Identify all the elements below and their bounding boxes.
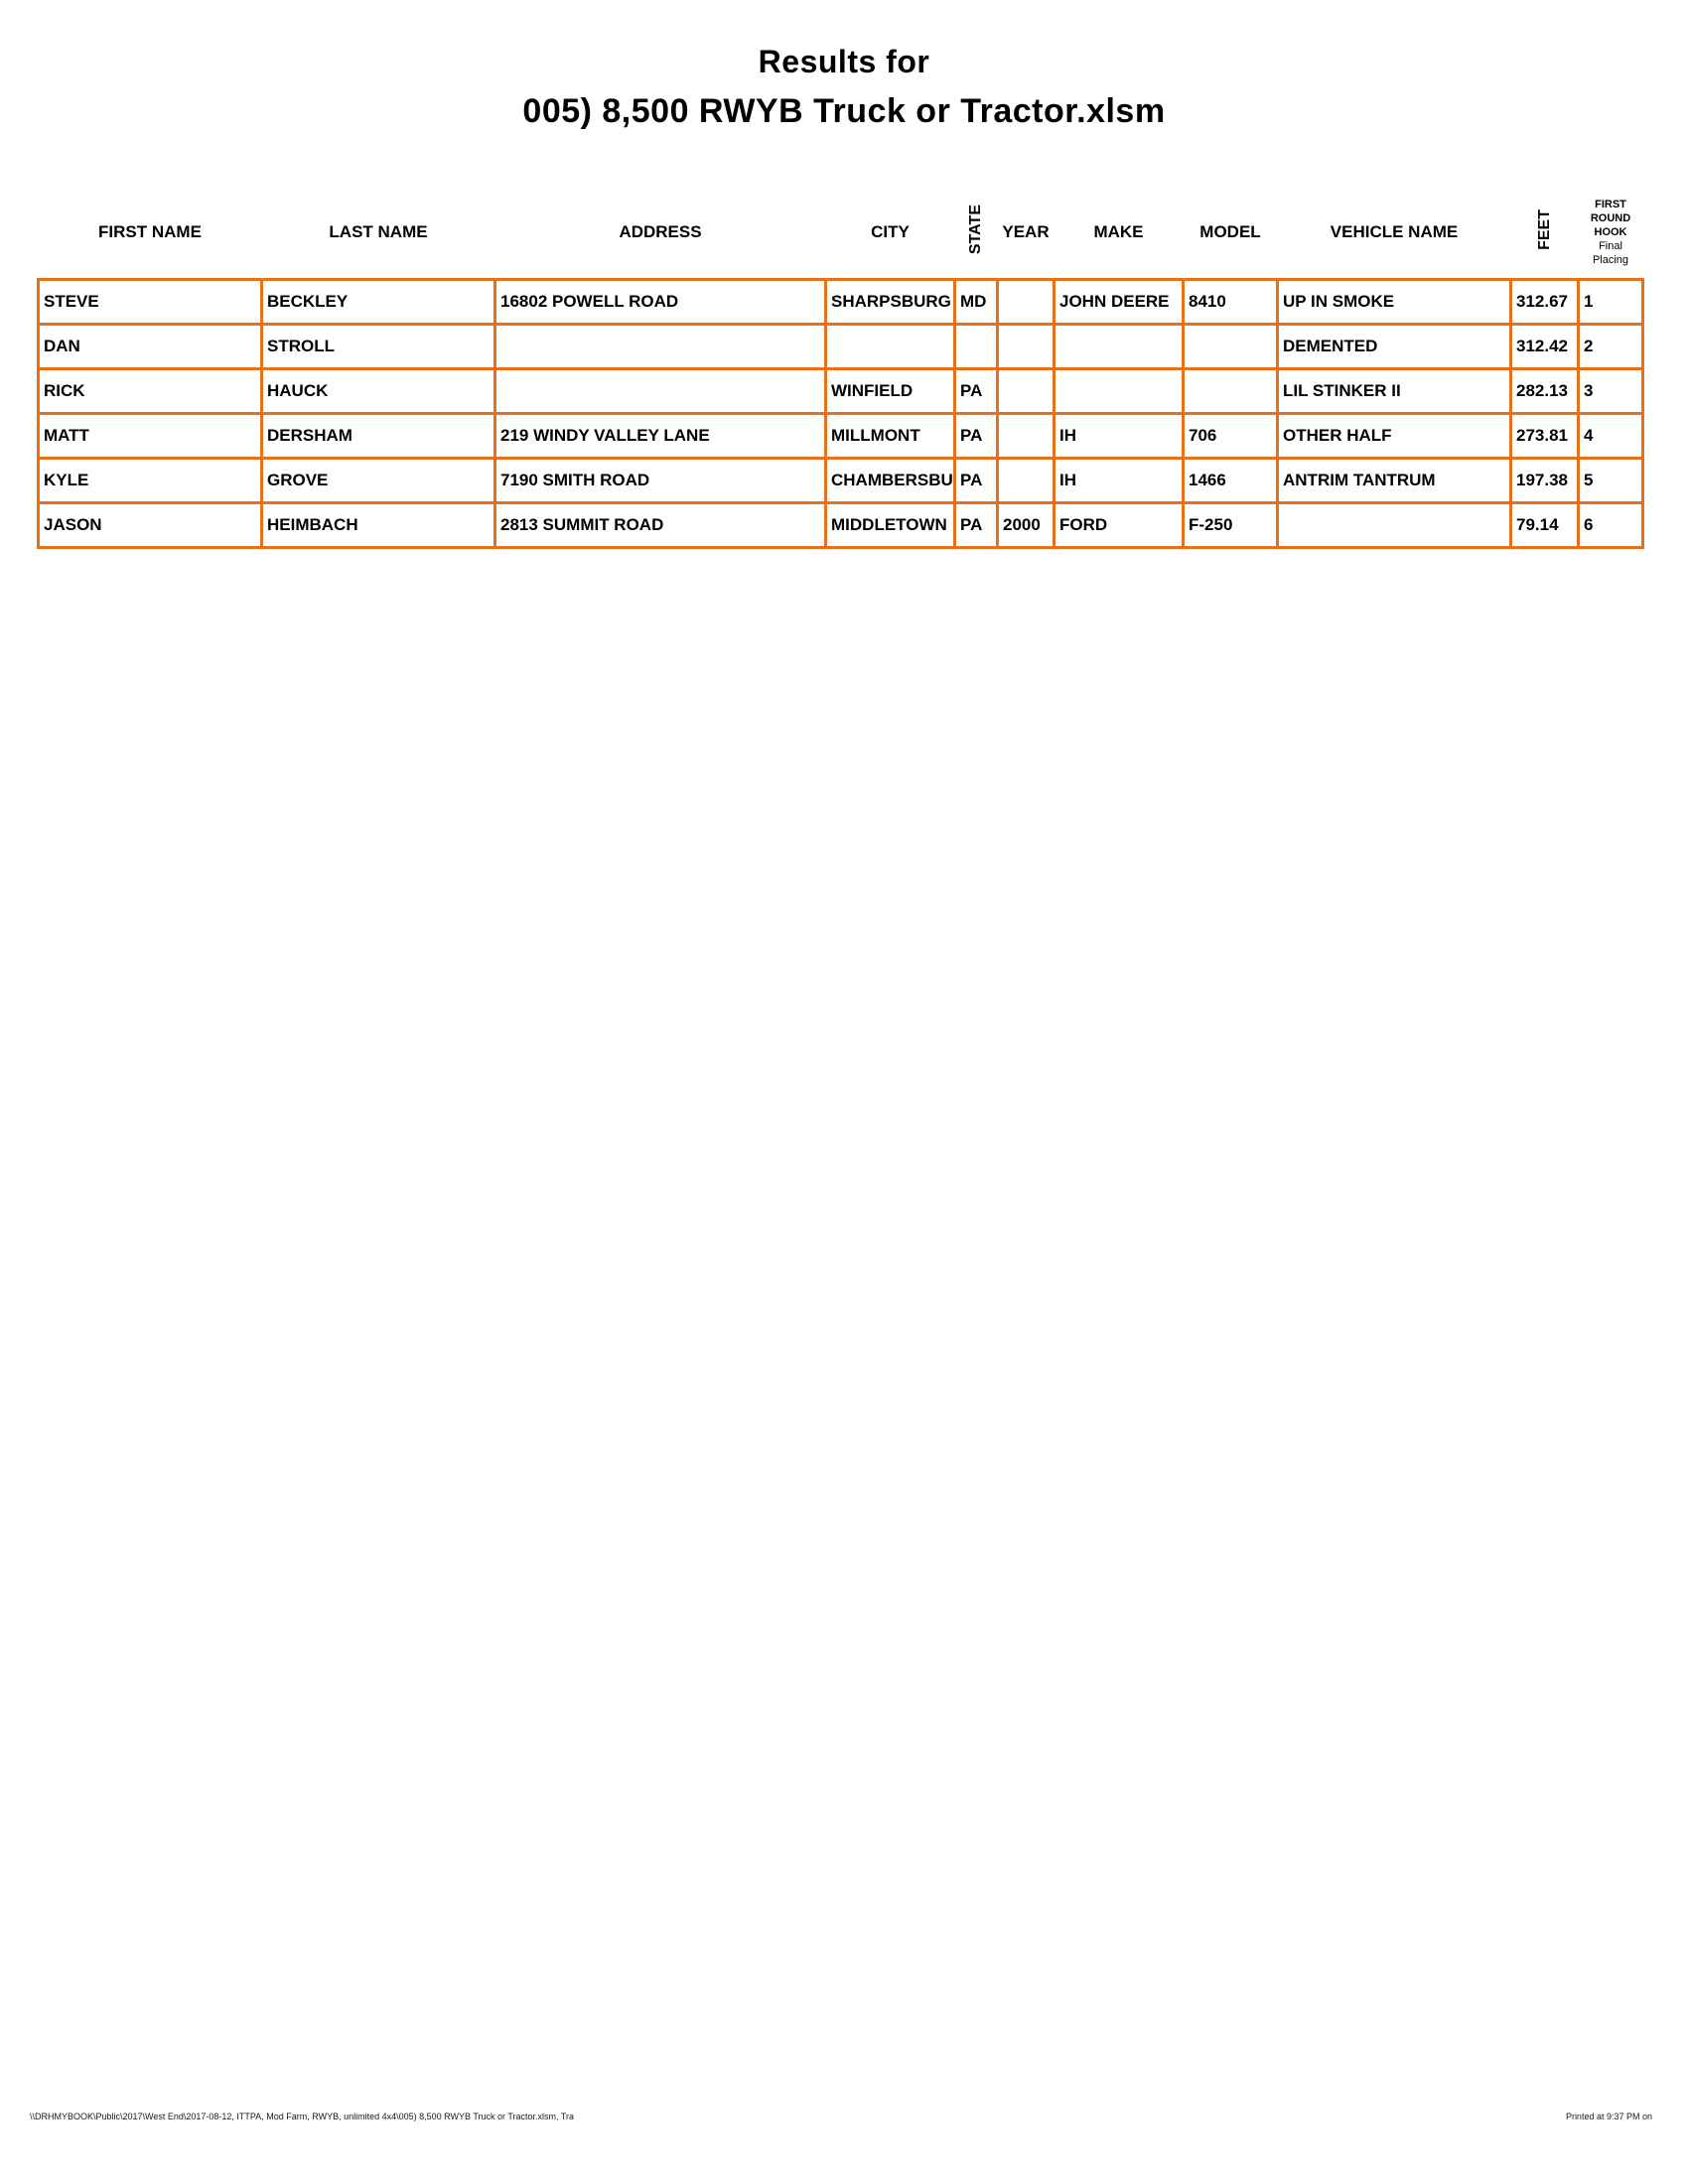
cell-first-name: MATT [37,412,263,460]
col-header-feet: FEET [1511,187,1579,280]
placing-header-line: Final [1599,240,1622,252]
col-header-year: YEAR [1002,222,1050,241]
cell-state: PA [953,457,999,504]
cell-model [1182,323,1279,370]
cell-state: PA [953,501,999,549]
col-header-last-name: LAST NAME [329,222,428,241]
cell-vehicle-name: LIL STINKER II [1276,367,1512,415]
cell-address [493,323,827,370]
cell-city: MIDDLETOWN [824,501,956,549]
placing-header-line: HOOK [1594,226,1627,238]
table-row: RICK HAUCK WINFIELD PA LIL STINKER II 28… [37,367,1644,415]
cell-first-name: RICK [37,367,263,415]
cell-year [996,457,1055,504]
cell-vehicle-name [1276,501,1512,549]
cell-last-name: HEIMBACH [260,501,496,549]
cell-feet: 273.81 [1509,412,1580,460]
cell-last-name: DERSHAM [260,412,496,460]
cell-make: IH [1053,412,1185,460]
cell-model: 8410 [1182,278,1279,326]
cell-year [996,412,1055,460]
cell-last-name: GROVE [260,457,496,504]
table-row: DAN STROLL DEMENTED 312.42 2 [37,323,1644,370]
cell-last-name: HAUCK [260,367,496,415]
cell-make: JOHN DEERE [1053,278,1185,326]
cell-model: 706 [1182,412,1279,460]
cell-feet: 79.14 [1509,501,1580,549]
cell-year [996,367,1055,415]
cell-state: PA [953,412,999,460]
cell-city [824,323,956,370]
cell-model: 1466 [1182,457,1279,504]
table-row: STEVE BECKLEY 16802 POWELL ROAD SHARPSBU… [37,278,1644,326]
cell-state: MD [953,278,999,326]
placing-header-line: Placing [1592,254,1629,266]
header-row: FIRST NAME LAST NAME ADDRESS CITY STATE … [39,187,1643,280]
cell-city: WINFIELD [824,367,956,415]
cell-feet: 282.13 [1509,367,1580,415]
cell-vehicle-name: DEMENTED [1276,323,1512,370]
footer-file-path: \\DRHMYBOOK\Public\2017\West End\2017-08… [30,2112,575,2121]
cell-address: 2813 SUMMIT ROAD [493,501,827,549]
cell-make: IH [1053,457,1185,504]
results-body: STEVE BECKLEY 16802 POWELL ROAD SHARPSBU… [37,278,1644,549]
cell-city: CHAMBERSBURG [824,457,956,504]
table-row: JASON HEIMBACH 2813 SUMMIT ROAD MIDDLETO… [37,501,1644,549]
cell-placing: 1 [1577,278,1644,326]
cell-placing: 4 [1577,412,1644,460]
cell-first-name: STEVE [37,278,263,326]
col-header-state-label: STATE [967,205,984,255]
cell-placing: 2 [1577,323,1644,370]
results-table: FIRST NAME LAST NAME ADDRESS CITY STATE … [37,187,1644,549]
cell-city: SHARPSBURG [824,278,956,326]
col-header-city: CITY [871,222,910,241]
cell-first-name: DAN [37,323,263,370]
col-header-model: MODEL [1199,222,1261,241]
placing-header-line: ROUND [1590,212,1631,224]
cell-placing: 6 [1577,501,1644,549]
cell-first-name: JASON [37,501,263,549]
cell-feet: 312.67 [1509,278,1580,326]
cell-placing: 3 [1577,367,1644,415]
cell-last-name: STROLL [260,323,496,370]
cell-address [493,367,827,415]
col-header-vehicle-name: VEHICLE NAME [1330,222,1459,241]
cell-vehicle-name: UP IN SMOKE [1276,278,1512,326]
col-header-address: ADDRESS [619,222,702,241]
cell-model [1182,367,1279,415]
cell-state [953,323,999,370]
cell-model: F-250 [1182,501,1279,549]
cell-first-name: KYLE [37,457,263,504]
cell-city: MILLMONT [824,412,956,460]
table-row: MATT DERSHAM 219 WINDY VALLEY LANE MILLM… [37,412,1644,460]
cell-last-name: BECKLEY [260,278,496,326]
cell-placing: 5 [1577,457,1644,504]
cell-make: FORD [1053,501,1185,549]
report-filename: 005) 8,500 RWYB Truck or Tractor.xlsm [522,92,1166,130]
cell-address: 16802 POWELL ROAD [493,278,827,326]
cell-vehicle-name: OTHER HALF [1276,412,1512,460]
cell-state: PA [953,367,999,415]
report-title: Results for [758,44,930,79]
cell-feet: 197.38 [1509,457,1580,504]
placing-header-line: FIRST [1595,199,1626,210]
cell-vehicle-name: ANTRIM TANTRUM [1276,457,1512,504]
cell-year: 2000 [996,501,1055,549]
report-title-block: Results for 005) 8,500 RWYB Truck or Tra… [0,0,1688,131]
cell-address: 7190 SMITH ROAD [493,457,827,504]
cell-feet: 312.42 [1509,323,1580,370]
cell-address: 219 WINDY VALLEY LANE [493,412,827,460]
table-row: KYLE GROVE 7190 SMITH ROAD CHAMBERSBURG … [37,457,1644,504]
col-header-first-round-hook: FIRST ROUND HOOK Final Placing [1579,187,1643,280]
cell-year [996,278,1055,326]
footer-printed-timestamp: Printed at 9:37 PM on [1565,2112,1652,2121]
col-header-first-name: FIRST NAME [98,222,202,241]
col-header-make: MAKE [1093,222,1144,241]
cell-year [996,323,1055,370]
col-header-feet-label: FEET [1535,209,1553,250]
cell-make [1053,323,1185,370]
cell-make [1053,367,1185,415]
col-header-state: STATE [955,187,998,280]
